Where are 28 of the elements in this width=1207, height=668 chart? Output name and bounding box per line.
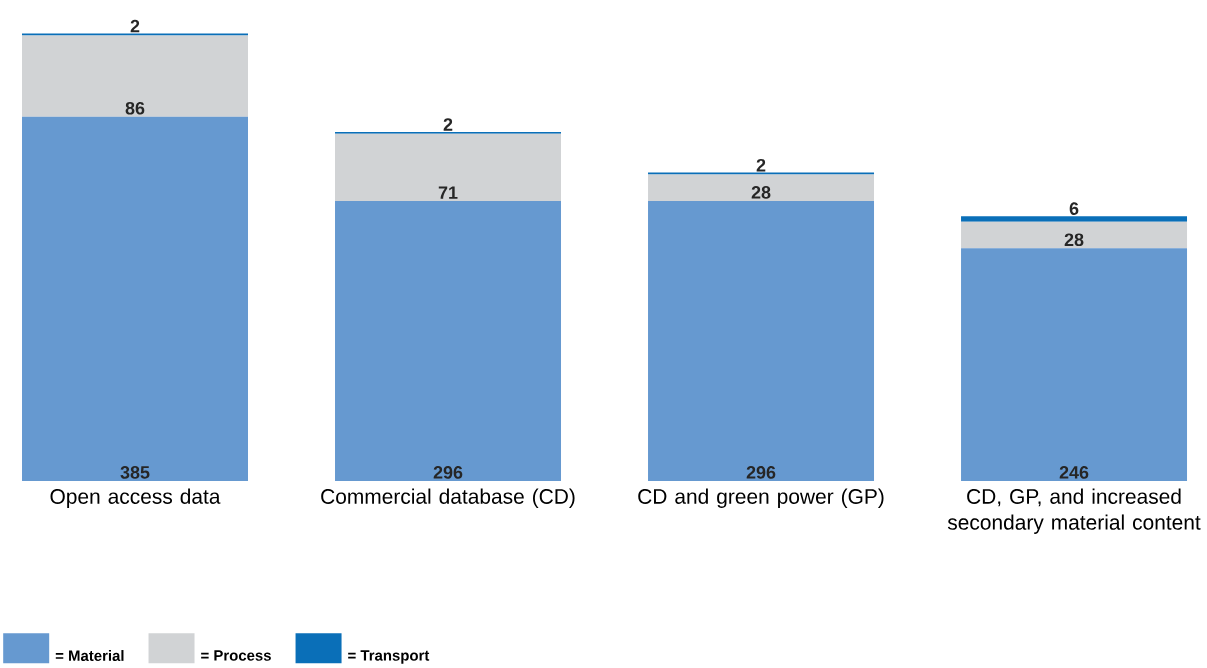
legend-label: = Transport [348, 650, 430, 664]
bar [335, 200, 562, 481]
x-tick-label: Commercial database (CD) [321, 488, 575, 509]
bar [648, 200, 875, 481]
bar [22, 35, 248, 117]
legend-label: = Process [201, 650, 271, 661]
data-label: 28 [1064, 233, 1084, 247]
x-tick-label: CD and green power (GP) [638, 488, 884, 509]
data-label: 2 [443, 118, 453, 131]
data-label: 385 [120, 466, 150, 479]
data-label: 28 [751, 186, 771, 199]
x-tick-label: CD, GP, and increased secondary material content [947, 488, 1201, 534]
bar [961, 216, 1188, 222]
data-label: 296 [433, 466, 463, 479]
bar [648, 174, 875, 201]
data-label: 296 [746, 466, 776, 479]
data-label: 6 [1069, 202, 1079, 215]
data-label: 2 [756, 158, 766, 172]
bar [961, 221, 1188, 249]
bar [961, 248, 1188, 481]
bar [335, 133, 562, 201]
x-tick-label: Open access data [50, 488, 221, 509]
data-label: 2 [130, 19, 140, 33]
data-label: 246 [1059, 466, 1089, 479]
data-label: 86 [125, 101, 145, 115]
legend-label: = Material [55, 650, 124, 661]
bar [22, 116, 248, 481]
data-label: 71 [438, 186, 458, 199]
